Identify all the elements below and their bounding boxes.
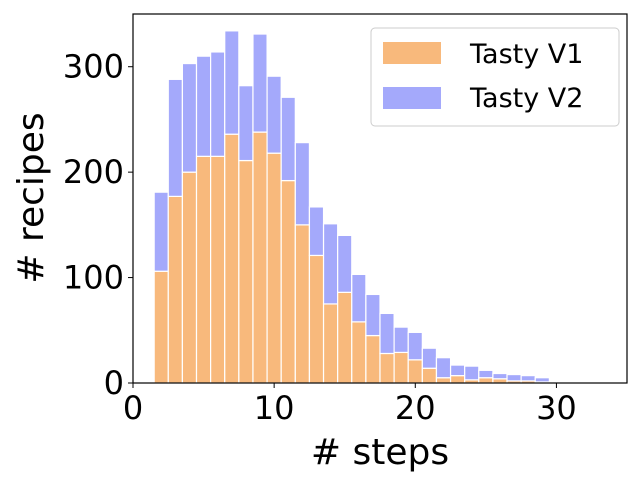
bar-tasty-v2-25 bbox=[478, 369, 494, 379]
x-axis-label: # steps bbox=[311, 432, 449, 473]
plot-frame bbox=[132, 13, 628, 384]
legend-swatch-tasty-v2 bbox=[383, 87, 441, 109]
bar-tasty-v1-17 bbox=[365, 334, 381, 384]
y-tick-label: 300 bbox=[63, 48, 124, 86]
legend-swatch-tasty-v1 bbox=[383, 42, 441, 64]
y-axis-label: # recipes bbox=[11, 112, 52, 283]
bar-tasty-v2-9 bbox=[252, 33, 268, 133]
legend-label-tasty-v1: Tasty V1 bbox=[469, 39, 583, 70]
x-tick-label: 30 bbox=[536, 389, 577, 427]
x-tick-label: 0 bbox=[123, 389, 143, 427]
bar-tasty-v2-18 bbox=[379, 312, 395, 355]
bar-tasty-v2-15 bbox=[337, 234, 353, 293]
bar-tasty-v2-23 bbox=[449, 364, 466, 377]
bar-tasty-v1-7 bbox=[224, 133, 240, 384]
bar-tasty-v2-16 bbox=[351, 273, 367, 323]
bar-tasty-v1-26 bbox=[492, 378, 508, 384]
bar-tasty-v2-11 bbox=[280, 96, 296, 182]
bar-tasty-v1-14 bbox=[322, 303, 339, 384]
bar-tasty-v1-2 bbox=[153, 270, 169, 384]
bar-tasty-v2-8 bbox=[238, 85, 254, 162]
bar-tasty-v2-7 bbox=[224, 30, 240, 135]
y-tick-label: 200 bbox=[63, 153, 124, 191]
bar-tasty-v2-5 bbox=[195, 55, 212, 157]
bar-tasty-v2-4 bbox=[181, 62, 198, 173]
bar-tasty-v2-13 bbox=[308, 206, 325, 257]
bar-tasty-v2-24 bbox=[464, 365, 480, 381]
y-tick-label: 0 bbox=[104, 364, 124, 402]
bar-tasty-v2-2 bbox=[153, 191, 169, 272]
bar-tasty-v2-3 bbox=[167, 78, 184, 197]
bar-tasty-v2-12 bbox=[294, 142, 311, 226]
x-tick-label: 20 bbox=[395, 389, 436, 427]
bar-tasty-v1-20 bbox=[407, 359, 423, 384]
bar-tasty-v1-12 bbox=[294, 224, 311, 384]
bar-tasty-v1-4 bbox=[181, 171, 198, 384]
bar-tasty-v2-27 bbox=[506, 373, 522, 382]
x-tick-label: 10 bbox=[254, 389, 295, 427]
bar-tasty-v1-8 bbox=[238, 159, 254, 384]
bars-layer bbox=[153, 30, 579, 384]
y-tick-label: 100 bbox=[63, 259, 124, 297]
bar-tasty-v2-19 bbox=[393, 326, 409, 354]
bar-tasty-v1-18 bbox=[379, 352, 395, 384]
bar-tasty-v2-29 bbox=[534, 377, 550, 383]
bar-tasty-v2-17 bbox=[365, 293, 381, 337]
bar-tasty-v2-10 bbox=[266, 75, 282, 154]
bar-tasty-v1-6 bbox=[210, 155, 226, 384]
bar-tasty-v1-25 bbox=[478, 377, 494, 384]
bar-tasty-v1-22 bbox=[435, 377, 452, 384]
bar-tasty-v2-26 bbox=[492, 372, 508, 380]
bar-tasty-v1-16 bbox=[351, 321, 367, 384]
bar-tasty-v1-3 bbox=[167, 195, 184, 384]
bar-tasty-v1-15 bbox=[337, 291, 353, 384]
bar-tasty-v2-21 bbox=[421, 347, 438, 369]
bar-tasty-v1-19 bbox=[393, 351, 409, 384]
bar-tasty-v1-13 bbox=[308, 254, 325, 384]
bar-tasty-v1-11 bbox=[280, 179, 296, 384]
bar-tasty-v1-5 bbox=[195, 155, 212, 384]
bar-tasty-v1-21 bbox=[421, 367, 438, 384]
legend-label-tasty-v2: Tasty V2 bbox=[469, 83, 583, 114]
bar-tasty-v2-6 bbox=[210, 51, 226, 157]
bar-tasty-v2-22 bbox=[435, 357, 452, 379]
legend: Tasty V1 Tasty V2 bbox=[370, 27, 620, 127]
bar-tasty-v1-10 bbox=[266, 152, 282, 384]
bar-tasty-v2-20 bbox=[407, 331, 423, 361]
bar-tasty-v2-14 bbox=[322, 223, 339, 305]
bar-tasty-v1-23 bbox=[449, 375, 466, 384]
bar-tasty-v2-28 bbox=[520, 375, 536, 382]
bar-tasty-v1-9 bbox=[252, 131, 268, 384]
